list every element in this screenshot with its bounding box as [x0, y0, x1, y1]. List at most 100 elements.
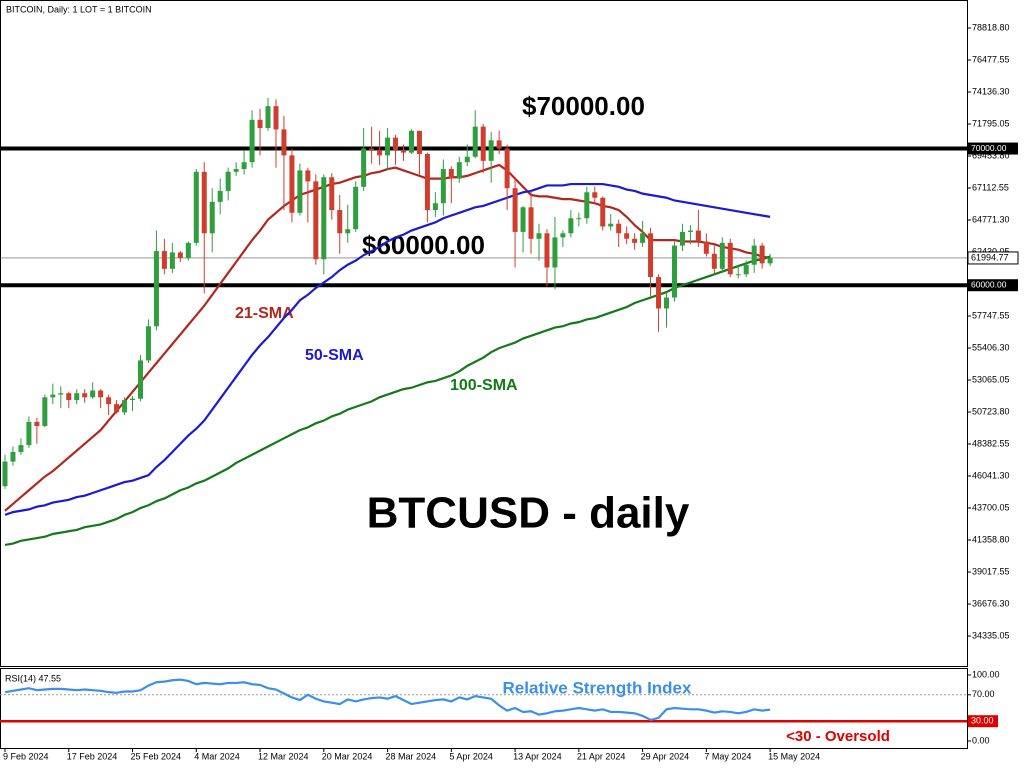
y-tick-label: 53065.05 [972, 374, 1010, 384]
x-tick-label: 21 Apr 2024 [577, 751, 626, 761]
candle-body [345, 229, 351, 234]
candle-body [369, 148, 375, 150]
candle-body [58, 393, 64, 395]
candle-body [201, 171, 207, 234]
candle-body [225, 171, 231, 191]
x-tick-label: 17 Feb 2024 [67, 751, 118, 761]
rsi-label: RSI(14) 47.55 [5, 673, 61, 683]
candle-body [161, 251, 167, 269]
candle-body [289, 155, 295, 213]
x-tick-label: 20 Mar 2024 [322, 751, 373, 761]
candle-body [608, 223, 614, 227]
candle-body [10, 451, 16, 462]
candle-body [137, 360, 143, 399]
x-tick-label: 7 May 2024 [704, 751, 751, 761]
x-tick-label: 4 Mar 2024 [194, 751, 240, 761]
candle-body [2, 461, 8, 487]
chart-title: BTCUSD - daily [367, 489, 690, 538]
y-tick-label: 71795.05 [972, 118, 1010, 128]
main-panel [0, 0, 968, 667]
y-tick-label: 34335.05 [972, 630, 1010, 640]
candle-body [544, 233, 550, 268]
candle-body [624, 233, 630, 239]
level-tag [968, 142, 1018, 155]
level-annotation: $70000.00 [522, 91, 645, 121]
candle-body [440, 169, 446, 204]
candle-body [751, 245, 757, 265]
candle-body [568, 218, 574, 234]
y-tick-label: 74136.30 [972, 86, 1010, 96]
y-tick-label: 43700.05 [972, 502, 1010, 512]
candle-body [313, 181, 319, 260]
sma-label: 100-SMA [450, 377, 518, 394]
candle-body [552, 237, 558, 268]
candle-body [488, 140, 494, 161]
y-tick-label: 76477.55 [972, 54, 1010, 64]
candle-body [727, 242, 733, 275]
y-tick-label: 50723.80 [972, 406, 1010, 416]
level-label: 60000.00 [971, 279, 1007, 289]
candle-body [393, 137, 399, 150]
candle-body [249, 119, 255, 163]
x-tick-label: 28 Mar 2024 [386, 751, 437, 761]
candle-body [193, 171, 199, 243]
candle-body [321, 177, 327, 260]
x-tick-label: 13 Apr 2024 [513, 751, 562, 761]
candle-body [305, 170, 311, 182]
y-tick-label: 57747.55 [972, 310, 1010, 320]
x-tick-label: 15 May 2024 [768, 751, 820, 761]
x-tick-label: 12 Mar 2024 [258, 751, 309, 761]
candle-body [122, 400, 128, 413]
candle-body [656, 277, 662, 309]
y-tick-label: 62430.05 [972, 246, 1010, 256]
candle-body [496, 140, 502, 149]
x-tick-label: 25 Feb 2024 [131, 751, 182, 761]
candle-body [169, 252, 175, 269]
rsi-title: Relative Strength Index [503, 678, 692, 697]
last-price-tag [967, 251, 1019, 265]
sma-label: 50-SMA [305, 347, 364, 364]
candle-body [767, 257, 773, 264]
candle-body [74, 393, 80, 401]
candle-body [520, 207, 526, 232]
candle-body [504, 148, 510, 189]
candle-body [50, 394, 56, 398]
candle-body [106, 397, 112, 405]
candle-body [536, 233, 542, 239]
candle-body [648, 233, 654, 278]
candle-body [671, 245, 677, 298]
candle-body [385, 137, 391, 156]
candle-body [576, 218, 582, 220]
candle-body [265, 106, 271, 129]
candle-body [26, 421, 32, 446]
candle-body [153, 251, 159, 327]
candle-body [695, 230, 701, 242]
candle-body [98, 390, 104, 398]
candle-body [130, 398, 136, 401]
x-tick-label: 5 Apr 2024 [449, 751, 493, 761]
candle-body [114, 404, 120, 413]
y-tick-label: 64771.30 [972, 214, 1010, 224]
candle-body [424, 154, 430, 211]
level-label: 70000.00 [971, 143, 1007, 153]
candle-body [361, 148, 367, 187]
candle-body [408, 130, 414, 153]
candle-body [464, 156, 470, 163]
sma-label: 21-SMA [235, 305, 294, 322]
candle-body [480, 126, 486, 161]
candle-body [512, 188, 518, 232]
candle-body [632, 238, 638, 243]
y-tick-label: 69453.80 [972, 150, 1010, 160]
chart-header: BITCOIN, Daily: 1 LOT = 1 BITCOIN [6, 4, 152, 14]
candle-body [448, 169, 454, 179]
oversold-tag [968, 715, 998, 728]
y-tick-label: 46041.30 [972, 470, 1010, 480]
candle-body [297, 170, 303, 213]
candle-body [616, 223, 622, 234]
candle-body [177, 252, 183, 258]
candle-body [703, 241, 709, 254]
sma-line [4, 182, 771, 516]
candle-body [759, 245, 765, 264]
